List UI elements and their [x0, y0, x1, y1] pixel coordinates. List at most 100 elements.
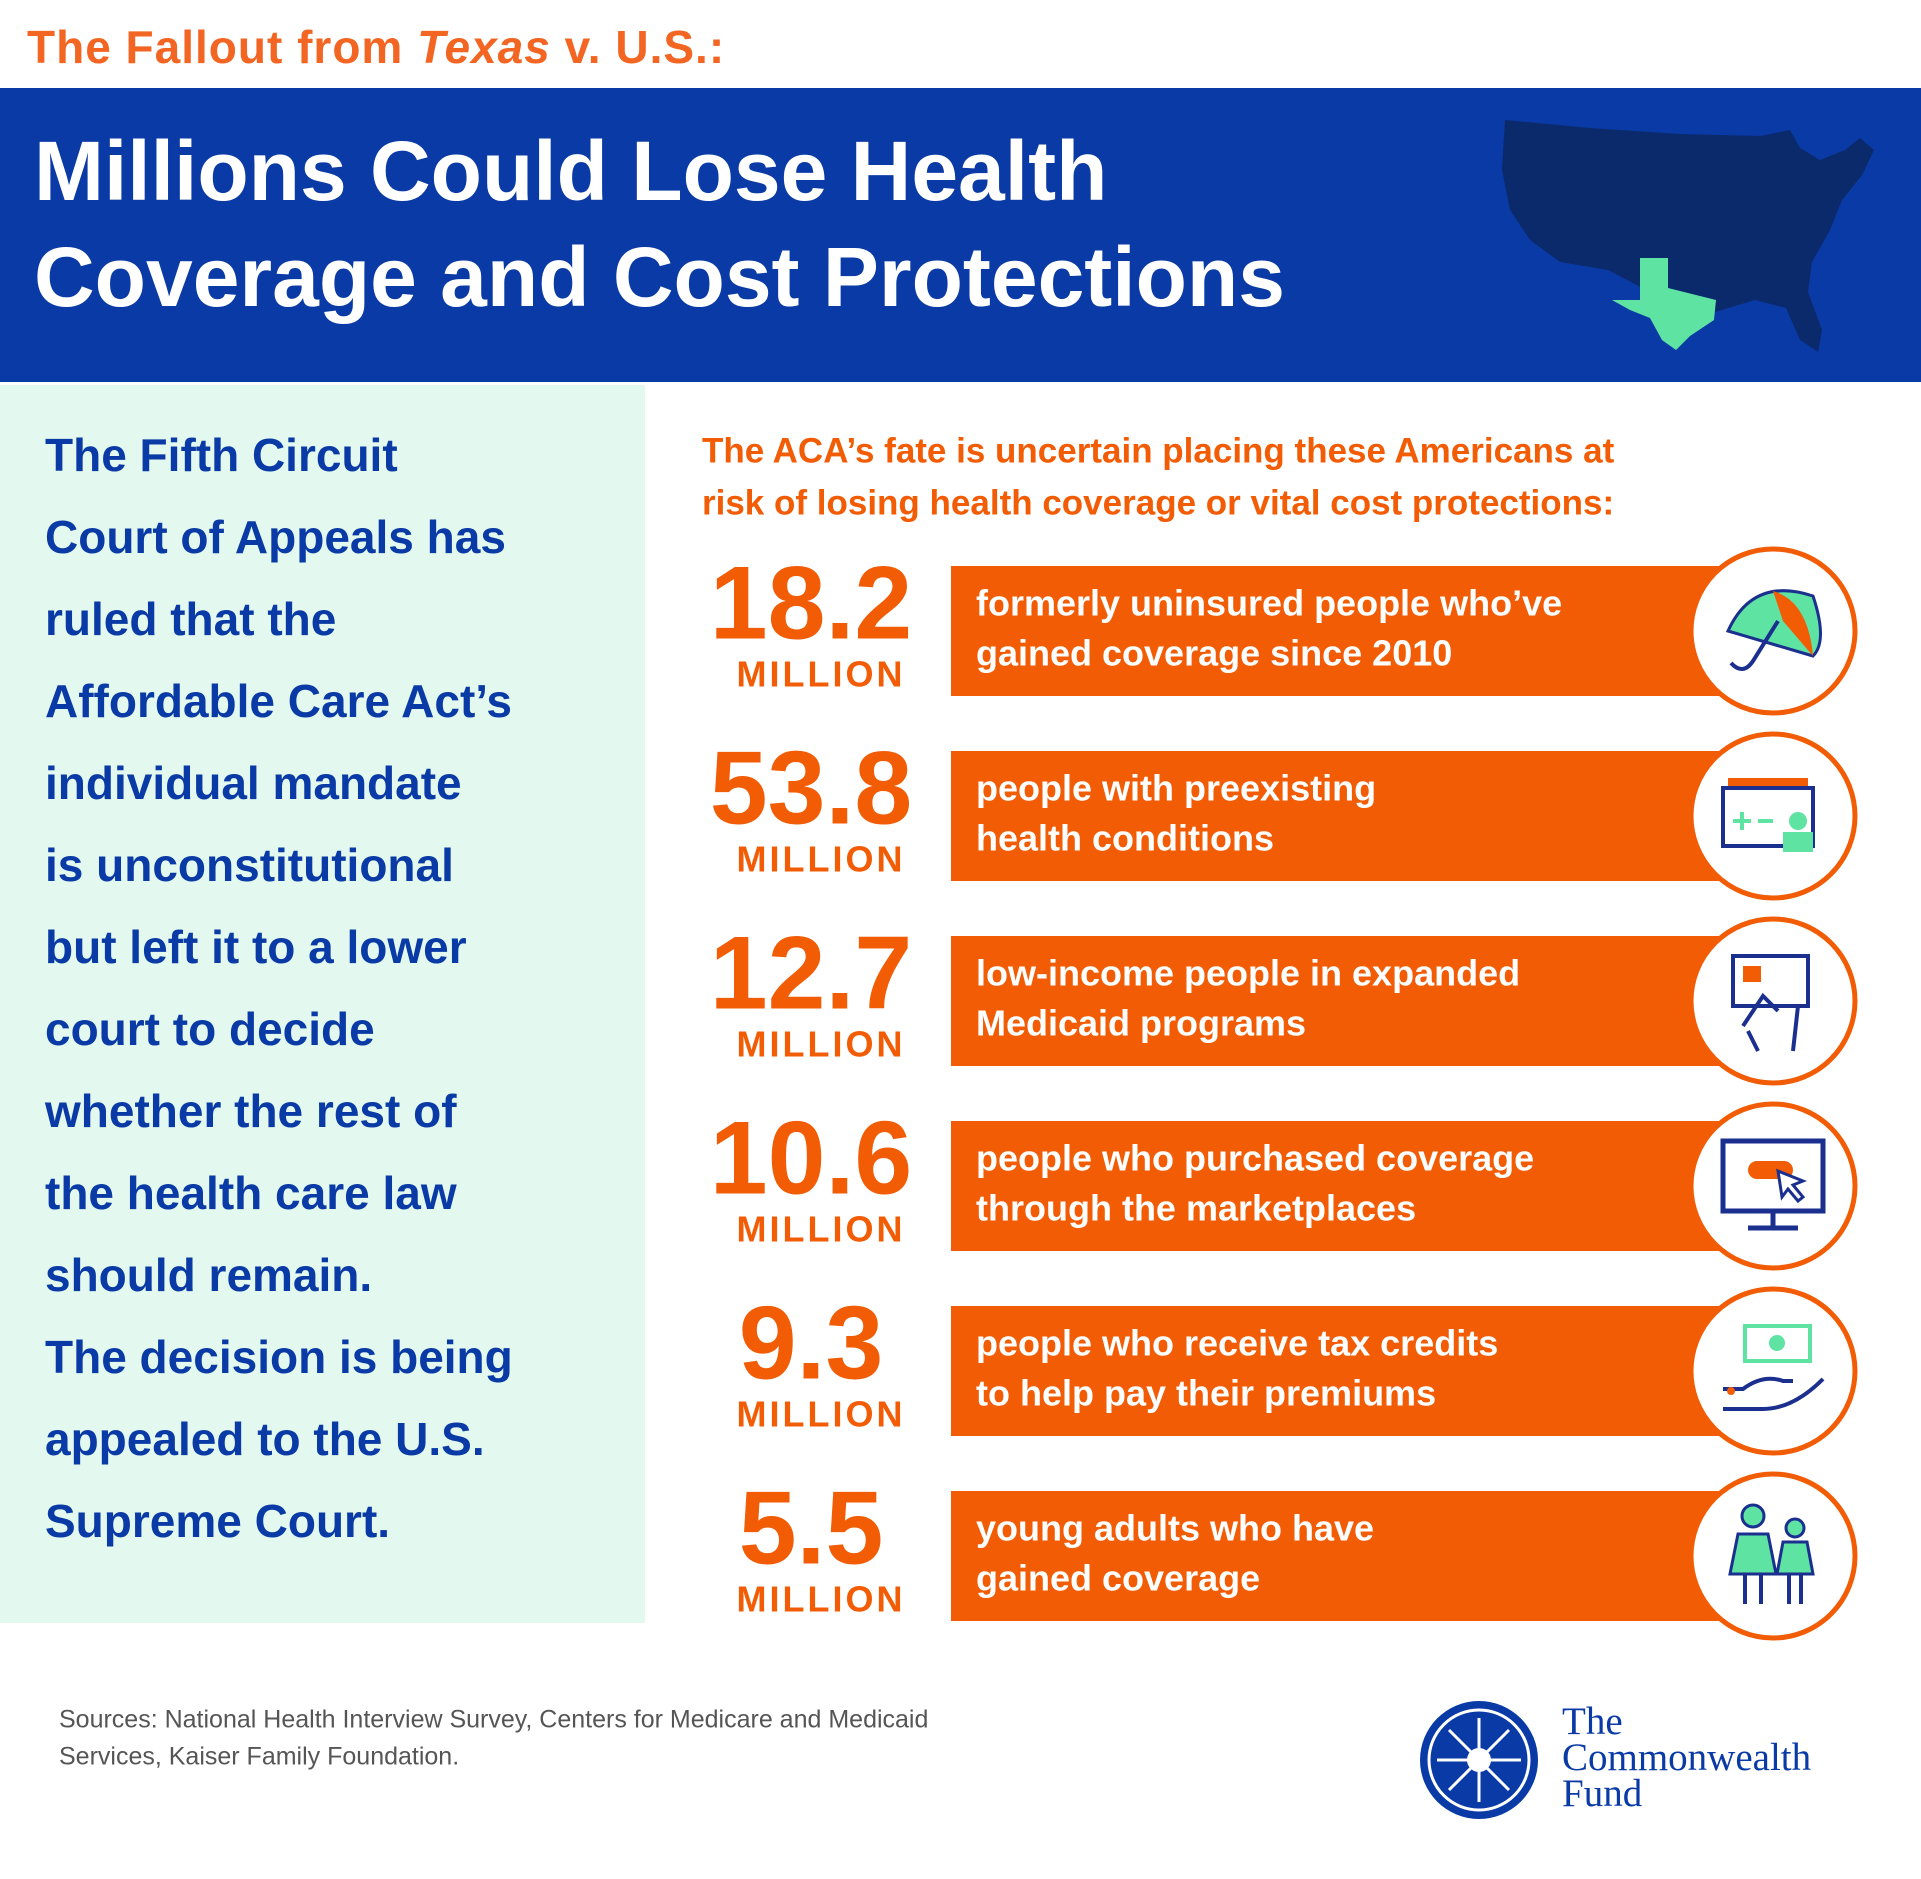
texas-map	[1612, 258, 1716, 350]
icon	[1728, 778, 1808, 798]
row-icon	[1723, 1324, 1825, 1411]
row-number: 10.6	[710, 1100, 912, 1216]
row-icon	[1725, 589, 1822, 671]
logo-text: The	[1562, 1700, 1623, 1743]
kicker: The Fallout from Texas v. U.S.:	[27, 20, 725, 74]
row-text: health conditions	[976, 818, 1274, 859]
row-text: people with preexisting	[976, 768, 1376, 809]
row-text: gained coverage since 2010	[976, 633, 1452, 674]
row-band	[951, 751, 1751, 881]
icon	[1784, 1517, 1806, 1539]
icon-circle	[1688, 1471, 1858, 1641]
row-text: people who purchased coverage	[976, 1138, 1534, 1179]
body-line: individual mandate	[45, 757, 462, 809]
row-band	[951, 1121, 1751, 1251]
intro-line: The ACA’s fate is uncertain placing thes…	[702, 431, 1615, 470]
icon	[1720, 1138, 1826, 1214]
row-icon	[1721, 778, 1815, 852]
banner	[0, 88, 1921, 382]
row-text: through the marketplaces	[976, 1188, 1416, 1229]
row-band	[951, 566, 1751, 696]
row-text: to help pay their premiums	[976, 1373, 1436, 1414]
icon	[1775, 1540, 1815, 1576]
body-line: The decision is being	[45, 1331, 513, 1383]
body-line: the health care law	[45, 1167, 457, 1219]
body-line: Court of Appeals has	[45, 511, 506, 563]
row-unit: MILLION	[737, 1579, 906, 1620]
icon	[1787, 1574, 1803, 1604]
logo-mark	[1420, 1701, 1538, 1819]
row-text: young adults who have	[976, 1508, 1374, 1549]
icon-circle	[1688, 1101, 1858, 1271]
icon	[1729, 619, 1780, 671]
icon	[1721, 786, 1815, 848]
row-text: people who receive tax credits	[976, 1323, 1498, 1364]
icon	[1789, 812, 1807, 830]
logo-text: Fund	[1562, 1772, 1643, 1815]
logo-text: Commonwealth	[1562, 1736, 1811, 1779]
row-icon	[1728, 1503, 1815, 1604]
body-line: is unconstitutional	[45, 839, 454, 891]
row-unit: MILLION	[737, 1024, 906, 1065]
body-line: Affordable Care Act’s	[45, 675, 512, 727]
icon	[1728, 1532, 1778, 1576]
kicker-text: The Fallout from	[27, 21, 418, 73]
icon	[1748, 1211, 1798, 1231]
icon	[1723, 1376, 1825, 1411]
kicker-italic: Texas	[417, 21, 551, 73]
sources: Services, Kaiser Family Foundation.	[59, 1743, 459, 1771]
row-number: 53.8	[710, 730, 912, 846]
body-line: but left it to a lower	[45, 921, 467, 973]
row-band	[951, 936, 1751, 1066]
title-line: Coverage and Cost Protections	[34, 230, 1285, 324]
row-number: 5.5	[739, 1470, 884, 1586]
icon-circle	[1688, 731, 1858, 901]
row-text: Medicaid programs	[976, 1003, 1306, 1044]
icon	[1727, 1387, 1735, 1395]
row-number: 18.2	[710, 545, 912, 661]
icon	[1748, 1161, 1793, 1179]
row-text: low-income people in expanded	[976, 953, 1520, 994]
icon	[1743, 1574, 1763, 1604]
body-line: should remain.	[45, 1249, 372, 1301]
body-panel	[0, 385, 645, 1623]
row-text: gained coverage	[976, 1558, 1260, 1599]
sources: Sources: National Health Interview Surve…	[59, 1706, 928, 1734]
body-line: ruled that the	[45, 593, 336, 645]
body-line: The Fifth Circuit	[45, 429, 398, 481]
row-number: 9.3	[739, 1285, 884, 1401]
row-icon	[1731, 954, 1810, 1052]
row-text: formerly uninsured people who’ve	[976, 583, 1562, 624]
icon-circle	[1688, 916, 1858, 1086]
icon	[1776, 1168, 1808, 1204]
icon	[1733, 812, 1773, 830]
icon	[1740, 1503, 1766, 1529]
icon	[1731, 954, 1810, 1008]
row-unit: MILLION	[737, 1394, 906, 1435]
body-line: Supreme Court.	[45, 1495, 390, 1547]
body-line: court to decide	[45, 1003, 375, 1055]
row-band	[951, 1491, 1751, 1621]
title-line: Millions Could Lose Health	[34, 124, 1107, 218]
icon-circle	[1688, 546, 1858, 716]
icon	[1725, 589, 1822, 658]
row-icon	[1720, 1138, 1826, 1231]
row-unit: MILLION	[737, 654, 906, 695]
icon	[1741, 992, 1800, 1052]
icon	[1743, 1324, 1812, 1363]
body-line: appealed to the U.S.	[45, 1413, 485, 1465]
icon	[1783, 832, 1813, 852]
row-unit: MILLION	[737, 839, 906, 880]
intro-line: risk of losing health coverage or vital …	[702, 483, 1614, 522]
row-unit: MILLION	[737, 1209, 906, 1250]
icon-circle	[1688, 1286, 1858, 1456]
icon	[1743, 966, 1761, 982]
us-map	[1502, 120, 1874, 352]
icon	[1769, 1335, 1785, 1351]
row-band	[951, 1306, 1751, 1436]
kicker-text: v. U.S.:	[550, 21, 726, 73]
row-number: 12.7	[710, 915, 912, 1031]
body-line: whether the rest of	[44, 1085, 457, 1137]
